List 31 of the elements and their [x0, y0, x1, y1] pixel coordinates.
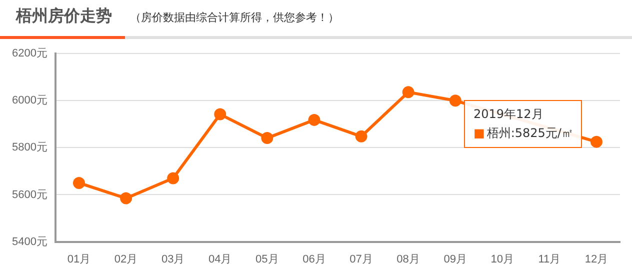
point: [355, 130, 368, 142]
point: [308, 114, 320, 126]
chart-subtitle: （房价数据由综合计算所得，供您参考！）: [130, 10, 339, 25]
x-tick-label: 04月: [208, 253, 232, 266]
x-tick-label: 03月: [161, 253, 185, 266]
x-tick-label: 08月: [396, 253, 420, 266]
y-tick-label: 6200元: [12, 48, 48, 60]
x-tick-label: 01月: [67, 253, 91, 266]
x-tick-label: 07月: [350, 253, 373, 266]
point: [120, 192, 132, 204]
y-tick-label: 6000元: [12, 94, 48, 107]
x-tick-label: 12月: [584, 253, 608, 266]
point: [261, 132, 274, 144]
y-tick-label: 5800元: [12, 142, 48, 154]
x-tick-label: 05月: [256, 253, 279, 266]
annotation: 2019年12月: [473, 106, 544, 121]
y-tick-label: 5400元: [12, 236, 48, 248]
point: [214, 108, 226, 120]
x-tick-label: 10月: [490, 253, 514, 266]
point: [72, 176, 85, 189]
point: [590, 136, 602, 148]
point: [449, 94, 462, 107]
x-tick-label: 06月: [302, 253, 326, 266]
point: [402, 86, 414, 98]
y-tick-label: 5600元: [12, 188, 48, 201]
annotation: ■梧州:5825元/㎡: [473, 126, 574, 140]
chart-title: 梧州房价走势: [16, 6, 112, 27]
point: [167, 172, 180, 184]
x-tick-label: 09月: [444, 253, 467, 266]
x-tick-label: 11月: [538, 253, 561, 266]
x-tick-label: 02月: [114, 253, 138, 266]
